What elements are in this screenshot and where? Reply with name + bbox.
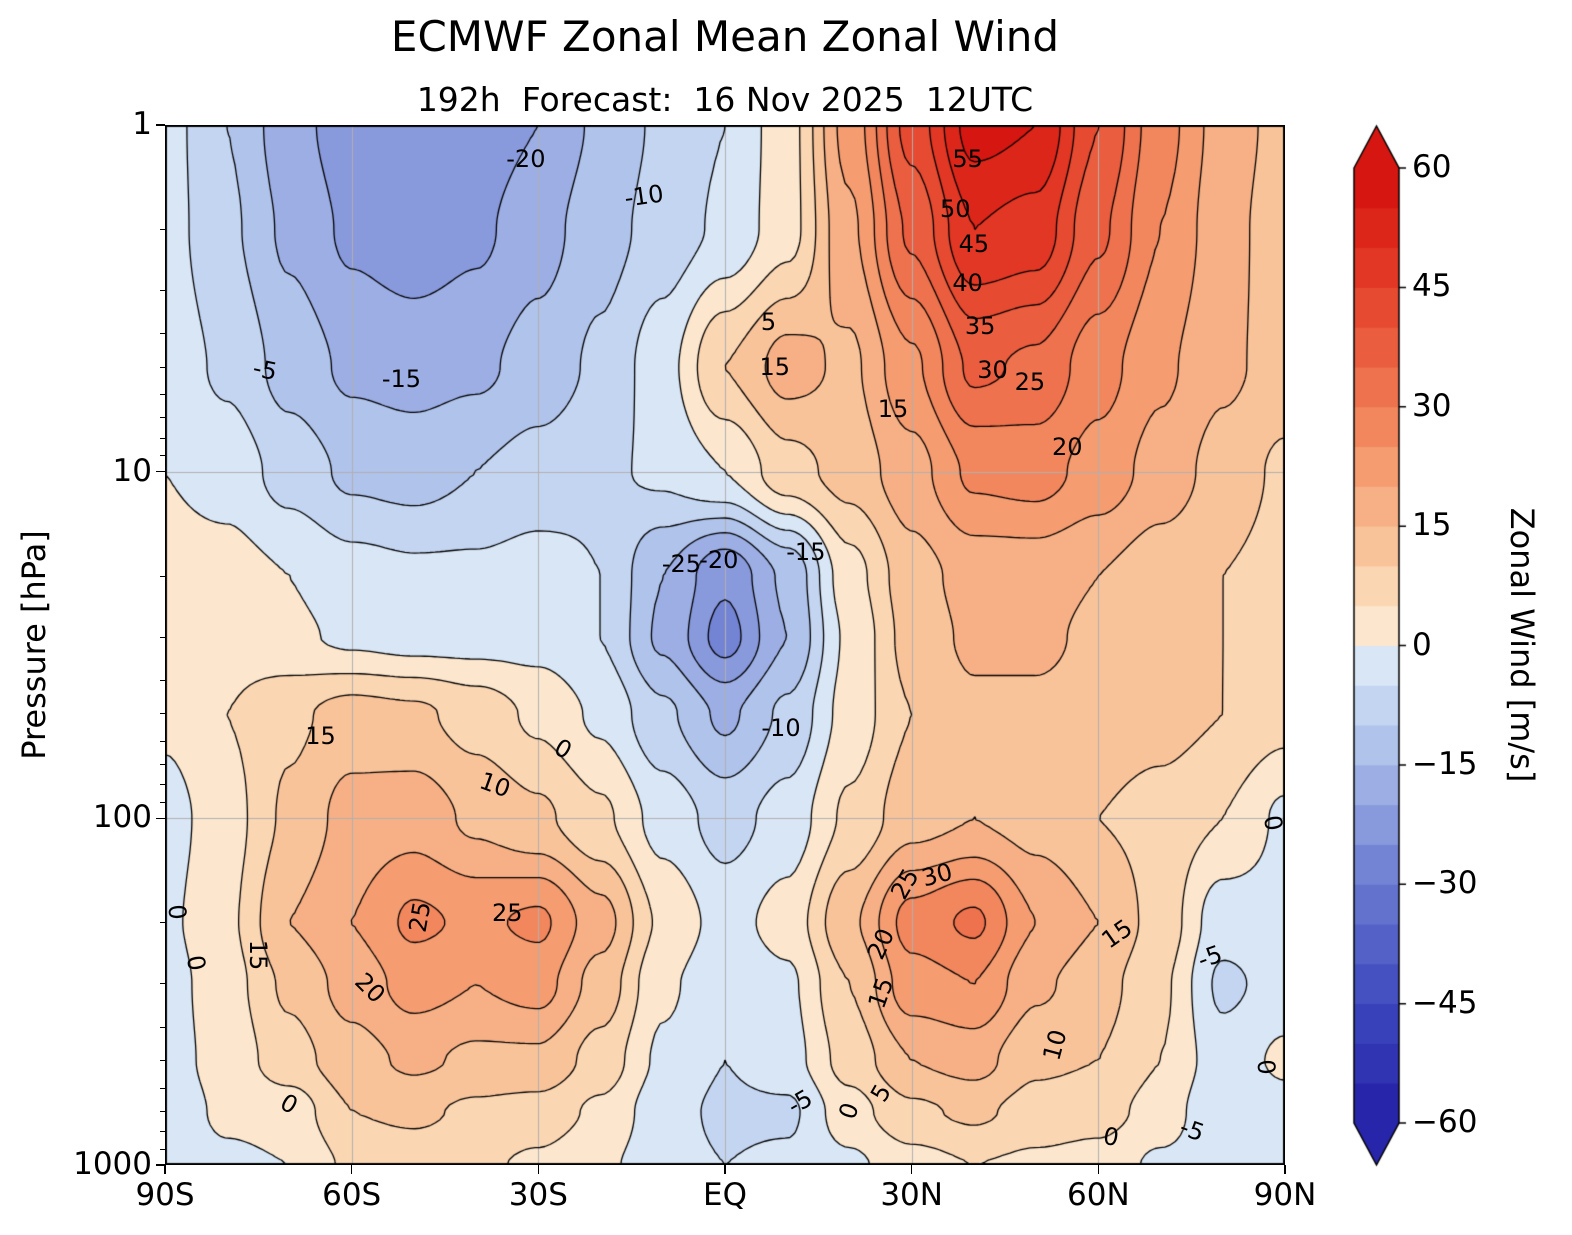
contour-label: -5 [249,354,280,387]
contour-label: -10 [622,179,666,213]
chart-subtitle: 192h Forecast: 16 Nov 2025 12UTC [416,80,1034,119]
contour-label: 35 [964,311,996,340]
y-minor-tick-mark [160,1026,165,1028]
contour-label: -10 [761,714,801,743]
y-minor-tick-mark [160,713,165,715]
x-tick-label: 30S [508,1177,568,1213]
contour-label: 45 [958,229,990,258]
contour-label: 40 [952,268,983,297]
x-tick-label: 90N [1253,1177,1317,1213]
contour-label: 0 [162,902,193,921]
x-tick-label: 30N [880,1177,943,1213]
contour-label: 15 [759,353,791,382]
x-tick-label: 60N [1067,1177,1130,1213]
contour-label: 50 [939,195,971,224]
contour-label: 15 [877,395,909,424]
chart-title: ECMWF Zonal Mean Zonal Wind [390,12,1060,61]
y-minor-tick-mark [160,1087,165,1089]
colorbar-title: Zonal Wind [m/s] [1503,507,1541,783]
contour-label: 25 [1014,367,1046,396]
y-tick-label: 1000 [73,1146,152,1182]
contour-field-canvas [165,125,1285,1165]
contour-label: -15 [381,364,422,393]
contour-label: 25 [491,899,523,928]
y-minor-tick-mark [160,1148,165,1150]
y-tick-label: 100 [92,799,152,836]
x-tick-mark [910,1165,913,1174]
y-minor-tick-mark [160,394,165,396]
x-tick-mark [350,1165,353,1174]
contour-label: 5 [760,307,777,336]
x-tick-mark [537,1165,540,1174]
y-axis-title: Pressure [hPa] [15,530,53,760]
y-minor-tick-mark [160,636,165,638]
x-tick-label: 60S [322,1177,382,1213]
x-tick-mark [724,1165,726,1174]
y-tick-mark [156,1164,165,1166]
y-tick-mark [156,817,165,820]
contour-label: 15 [244,939,273,971]
contour-label: -20 [506,144,546,173]
contour-label: -20 [699,546,739,575]
x-tick-mark [1284,1165,1286,1174]
colorbar-tick-label: −60 [1412,1104,1478,1140]
y-minor-tick-mark [160,764,165,766]
x-tick-label: EQ [703,1177,747,1213]
y-minor-tick-mark [160,366,165,368]
contour-label: -15 [786,537,826,566]
x-tick-mark [164,1165,166,1174]
y-tick-mark [156,124,165,126]
y-minor-tick-mark [160,455,165,457]
contour-label: 20 [1051,433,1083,462]
colorbar [1352,120,1408,1170]
y-minor-tick-mark [160,983,165,985]
y-minor-tick-mark [160,289,165,291]
colorbar-tick-label: 0 [1412,626,1432,663]
colorbar-tick-label: 15 [1412,507,1452,544]
y-minor-tick-mark [160,740,165,742]
contour-label: 0 [1251,1057,1281,1076]
colorbar-tick-label: −45 [1412,984,1478,1021]
y-minor-tick-mark [160,922,165,924]
y-minor-tick-mark [160,801,165,803]
colorbar-tick-label: −30 [1412,865,1478,902]
contour-label: 25 [403,899,437,935]
y-tick-mark [156,470,165,473]
y-minor-tick-mark [160,417,165,419]
y-minor-tick-mark [160,575,165,577]
y-tick-label: 10 [112,452,152,489]
colorbar-tick-label: 45 [1412,268,1452,305]
contour-label: -25 [661,550,702,579]
y-minor-tick-mark [160,333,165,335]
contour-label: 55 [952,144,983,173]
y-minor-tick-mark [160,1130,165,1132]
y-minor-tick-mark [160,784,165,786]
y-tick-label: 1 [132,106,152,142]
contour-label: 30 [977,356,1008,385]
y-minor-tick-mark [160,679,165,681]
y-minor-tick-mark [160,228,165,230]
colorbar-tick-label: 60 [1412,149,1452,185]
y-minor-tick-mark [160,1060,165,1062]
x-tick-label: 90S [135,1177,195,1213]
x-tick-mark [1097,1165,1100,1174]
colorbar-tick-label: 30 [1412,387,1452,424]
plot-area: -20 -10 -5 -15 5 15 55 50 45 40 35 30 25 15 20 -25 -20 -1… [162,125,1288,1165]
y-minor-tick-mark [160,437,165,439]
contour-label: 15 [305,722,336,751]
colorbar-tick-label: −15 [1412,745,1478,782]
y-minor-tick-mark [160,1110,165,1112]
